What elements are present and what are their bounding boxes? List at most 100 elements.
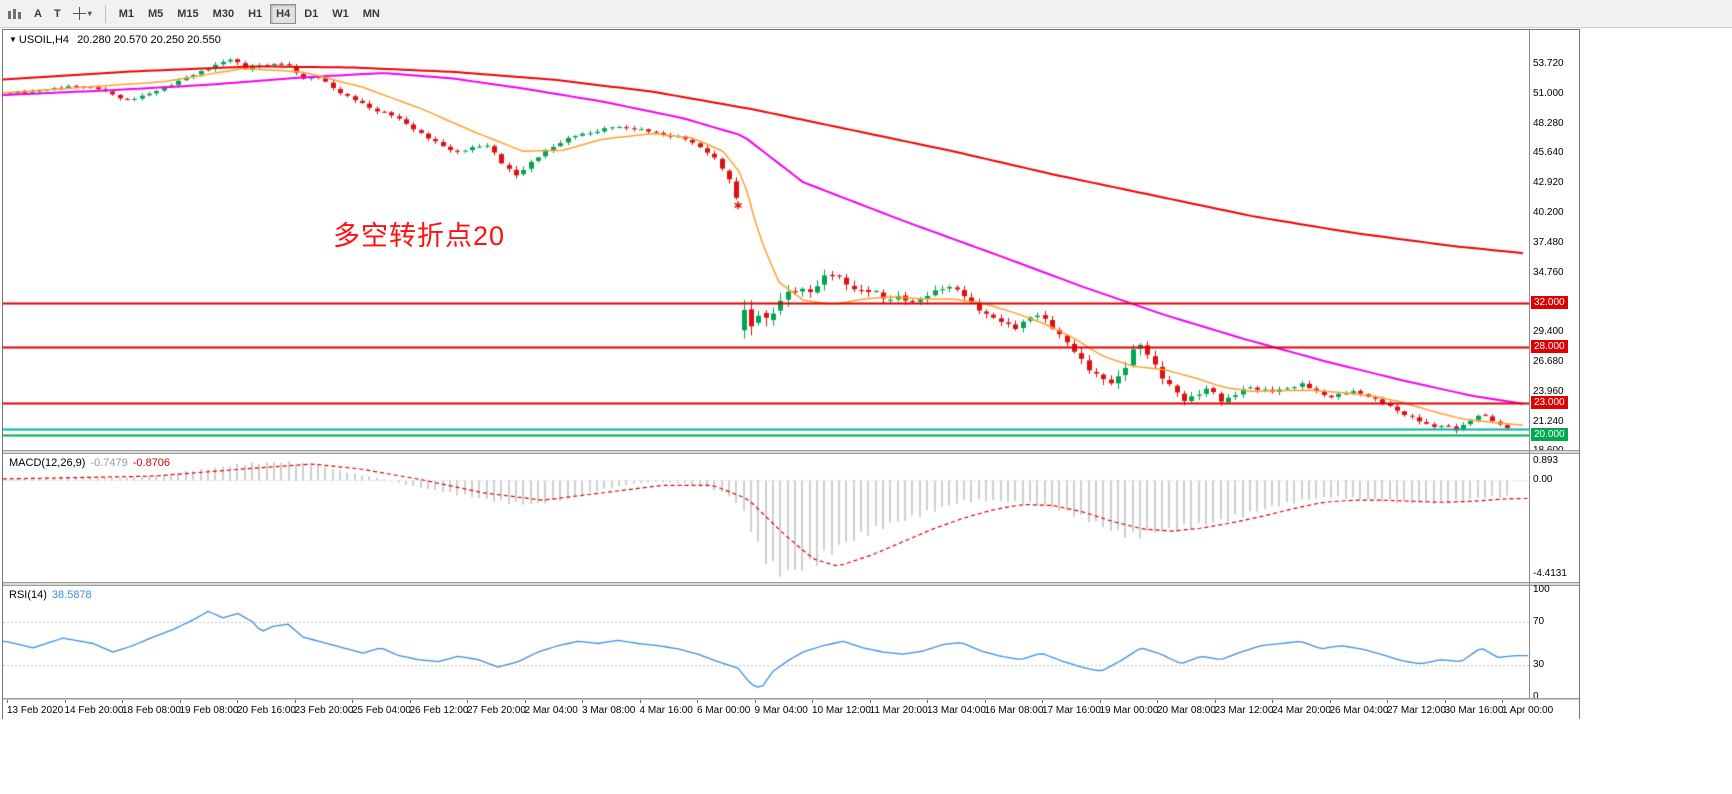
time-tick-mark bbox=[812, 700, 813, 703]
time-tick-mark bbox=[237, 700, 238, 703]
rsi-panel: RSI(14) 38.5878 100 70 30 0 bbox=[3, 583, 1579, 702]
price-tick: 21.240 bbox=[1533, 416, 1564, 427]
price-badge: 23.000 bbox=[1531, 395, 1568, 409]
time-label: 13 Mar 04:00 bbox=[927, 705, 986, 716]
text-tool-button[interactable]: T bbox=[48, 4, 67, 24]
time-label: 19 Feb 08:00 bbox=[179, 705, 239, 716]
time-label: 1 Apr 00:00 bbox=[1502, 705, 1554, 716]
price-badge: 28.000 bbox=[1531, 340, 1568, 354]
price-tick: 34.760 bbox=[1533, 266, 1564, 278]
ohlc-values: 20.280 20.570 20.250 20.550 bbox=[77, 34, 221, 46]
time-tick-mark bbox=[409, 700, 411, 703]
toolbar-separator bbox=[104, 4, 106, 23]
panel-splitter[interactable] bbox=[3, 450, 1579, 454]
crosshair-icon bbox=[72, 7, 86, 20]
rsi-value: 38.5878 bbox=[51, 589, 92, 601]
macd-signal-value: -0.8706 bbox=[132, 457, 171, 469]
timeframe-group: M1 M5 M15 M30 H1 H4 D1 W1 MN bbox=[113, 3, 386, 24]
time-label: 20 Mar 08:00 bbox=[1157, 705, 1216, 716]
time-label: 25 Feb 04:00 bbox=[352, 705, 411, 716]
time-label: 27 Mar 12:00 bbox=[1387, 705, 1446, 716]
symbol-timeframe: USOIL,H4 bbox=[18, 34, 70, 46]
timeframe-button-mn[interactable]: MN bbox=[357, 4, 386, 24]
macd-scale[interactable]: 0.893 0.00 -4.4131 bbox=[1531, 454, 1579, 582]
time-label: 26 Feb 12:00 bbox=[409, 705, 469, 716]
time-tick-mark bbox=[927, 700, 928, 703]
bar-chart-icon[interactable] bbox=[4, 4, 26, 24]
time-tick-mark bbox=[697, 700, 698, 703]
time-label: 23 Mar 12:00 bbox=[1214, 705, 1274, 716]
timeframe-button-h1[interactable]: H1 bbox=[242, 4, 268, 24]
price-tick: 26.680 bbox=[1533, 356, 1564, 368]
time-label: 10 Mar 12:00 bbox=[812, 705, 871, 716]
time-tick-mark bbox=[467, 700, 468, 703]
timeframe-button-h4[interactable]: H4 bbox=[270, 3, 297, 24]
time-label: 24 Mar 20:00 bbox=[1272, 705, 1331, 716]
scale-separator bbox=[1529, 30, 1530, 698]
time-tick-mark bbox=[294, 700, 296, 703]
rsi-scale[interactable]: 100 70 30 0 bbox=[1531, 583, 1579, 702]
price-tick: 53.720 bbox=[1533, 57, 1564, 69]
toolbar: A T ▾ M1 M5 M15 M30 H1 H4 D1 W1 MN bbox=[0, 0, 1732, 28]
time-label: 14 Feb 20:00 bbox=[64, 705, 124, 716]
macd-indicator-label: MACD(12,26,9) -0.7479 -0.8706 bbox=[9, 457, 175, 469]
macd-main-value: -0.7479 bbox=[90, 457, 128, 469]
bar-chart-glyph bbox=[8, 8, 21, 19]
time-tick-mark bbox=[1387, 700, 1388, 703]
price-tick: 45.640 bbox=[1533, 147, 1564, 159]
pivot-annotation[interactable]: 多空转折点20 bbox=[333, 221, 506, 251]
time-label: 20 Feb 16:00 bbox=[237, 705, 296, 716]
time-label: 19 Mar 00:00 bbox=[1099, 705, 1159, 716]
time-label: 13 Feb 2020 bbox=[7, 705, 64, 716]
macd-name: MACD(12,26,9) bbox=[9, 457, 86, 469]
time-label: 23 Feb 20:00 bbox=[294, 705, 354, 716]
timeframe-button-d1[interactable]: D1 bbox=[298, 4, 324, 24]
rsi-tick: 0 bbox=[1533, 691, 1539, 703]
crosshair-tool-button[interactable]: ▾ bbox=[67, 4, 98, 24]
time-tick-mark bbox=[524, 700, 526, 703]
time-label: 26 Mar 04:00 bbox=[1329, 705, 1389, 716]
timeframe-button-w1[interactable]: W1 bbox=[326, 4, 355, 24]
chevron-down-icon: ▾ bbox=[87, 9, 92, 18]
time-tick-mark bbox=[1272, 700, 1273, 703]
time-tick-mark bbox=[179, 700, 181, 703]
timeframe-button-m5[interactable]: M5 bbox=[142, 4, 169, 24]
macd-panel: MACD(12,26,9) -0.7479 -0.8706 0.893 0.00 -4.… bbox=[3, 454, 1579, 582]
cursor-tool-button[interactable]: A bbox=[28, 4, 48, 24]
rsi-name: RSI(14) bbox=[9, 589, 47, 601]
main-chart-panel: ▼ USOIL,H4 20.280 20.570 20.250 20.550 多空转… bbox=[3, 30, 1579, 456]
time-tick-mark bbox=[122, 700, 123, 703]
time-label: 16 Mar 08:00 bbox=[984, 705, 1044, 716]
time-label: 3 Mar 08:00 bbox=[582, 705, 636, 716]
time-tick-mark bbox=[1042, 700, 1043, 703]
main-chart-canvas[interactable] bbox=[3, 30, 1529, 450]
rsi-canvas[interactable] bbox=[3, 586, 1529, 698]
price-tick: 37.480 bbox=[1533, 236, 1564, 248]
rsi-tick: 70 bbox=[1533, 616, 1545, 628]
time-label: 30 Mar 16:00 bbox=[1444, 705, 1504, 716]
price-tick: 48.280 bbox=[1533, 117, 1564, 129]
time-tick-mark bbox=[1099, 700, 1101, 703]
time-tick-mark bbox=[754, 700, 756, 703]
time-label: 27 Feb 20:00 bbox=[467, 705, 526, 716]
time-tick-mark bbox=[1157, 700, 1158, 703]
macd-tick: 0.00 bbox=[1533, 473, 1553, 485]
rsi-tick: 30 bbox=[1533, 658, 1545, 670]
time-tick-mark bbox=[352, 700, 353, 703]
panel-splitter[interactable] bbox=[3, 582, 1579, 586]
price-tick: 42.920 bbox=[1533, 177, 1564, 188]
time-axis[interactable]: 13 Feb 2020 14 Feb 20:00 18 Feb 08:00 19 Fe… bbox=[3, 700, 1579, 720]
time-tick-mark bbox=[64, 700, 66, 703]
timeframe-button-m30[interactable]: M30 bbox=[207, 4, 240, 24]
chart-window: ▼ USOIL,H4 20.280 20.570 20.250 20.550 多空转… bbox=[2, 29, 1580, 720]
time-tick-mark bbox=[1329, 700, 1331, 703]
time-tick-mark bbox=[582, 700, 583, 703]
rsi-tick: 100 bbox=[1533, 583, 1550, 595]
timeframe-button-m15[interactable]: M15 bbox=[171, 4, 204, 24]
price-scale[interactable]: 53.720 51.000 48.280 45.640 42.920 40.200 37.4… bbox=[1531, 30, 1579, 456]
macd-canvas[interactable] bbox=[3, 454, 1529, 582]
price-tick: 29.400 bbox=[1533, 326, 1564, 338]
price-tick: 40.200 bbox=[1533, 206, 1564, 218]
timeframe-button-m1[interactable]: M1 bbox=[113, 4, 140, 24]
macd-tick: 0.893 bbox=[1533, 454, 1559, 466]
